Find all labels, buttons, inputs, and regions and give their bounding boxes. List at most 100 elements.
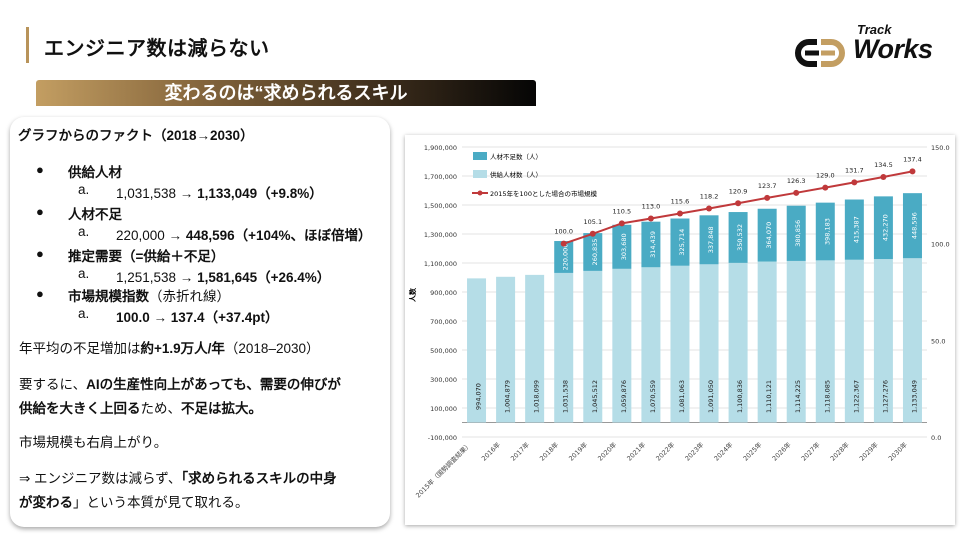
shortage-bar-label: 364,070 <box>765 222 773 249</box>
supply-bar <box>844 259 864 423</box>
y2-tick-label: 100.0 <box>931 241 950 249</box>
bullet-icon: ● <box>36 162 44 177</box>
supply-bar <box>583 270 603 423</box>
market-size-label: 118.2 <box>700 192 719 200</box>
supply-bar-label: 1,031,538 <box>562 380 570 413</box>
y2-tick-label: 150.0 <box>931 144 950 152</box>
shortage-bar <box>641 221 661 268</box>
x-tick-label: 2022年 <box>654 440 677 463</box>
supply-bar <box>786 260 806 423</box>
y-tick-label: -100,000 <box>428 434 457 442</box>
sub-marker: a. <box>78 224 90 239</box>
paragraph-line: が変わる」という本質が見て取れる。 <box>19 491 249 511</box>
market-size-point <box>764 194 771 201</box>
supply-bar-label: 1,118,085 <box>823 380 831 413</box>
market-size-label: 115.6 <box>671 198 690 206</box>
text-segment: 1,581,645（+26.4%） <box>197 270 331 285</box>
text-segment: （2018→2030） <box>153 128 254 143</box>
shortage-bar <box>844 199 864 260</box>
x-tick-label: 2027年 <box>799 440 822 463</box>
market-size-point <box>676 210 683 217</box>
text-segment: ⇒ エンジニア数は減らず、 <box>19 471 182 486</box>
supply-bar-label: 1,081,063 <box>678 380 686 413</box>
track-works-logo: Track Works <box>795 22 945 72</box>
text-segment: （赤折れ線） <box>149 289 230 304</box>
x-tick-label: 2026年 <box>770 440 793 463</box>
text-segment: 1,031,538 → <box>116 186 198 201</box>
market-size-label: 123.7 <box>758 182 777 190</box>
text-segment: グラフからのファクト <box>18 128 153 143</box>
market-size-point <box>589 230 596 237</box>
shortage-bar <box>786 205 806 261</box>
paragraph-line: 供給を大きく上回るため、不足は拡大。 <box>19 397 262 417</box>
sub-marker: a. <box>78 306 90 321</box>
x-tick-label: 2025年 <box>741 440 764 463</box>
chart-svg: -100,000 100,000 300,000 500,000 700,000 900,… <box>408 144 950 499</box>
shortage-bar-label: 398,183 <box>823 218 831 245</box>
supply-bar <box>815 260 835 423</box>
market-size-label: 126.3 <box>787 177 806 185</box>
market-size-point <box>909 168 916 175</box>
shortage-bar-label: 448,596 <box>910 212 918 239</box>
market-size-label: 100.0 <box>554 228 573 236</box>
shortage-bar <box>583 233 603 271</box>
legend-swatch-point <box>477 190 483 196</box>
x-tick-label: 2023年 <box>683 440 706 463</box>
shortage-bar <box>902 193 922 259</box>
bullet-sub-item: 1,031,538 → 1,133,049（+9.8%） <box>116 182 323 202</box>
supply-bar <box>902 258 922 423</box>
text-segment: 供給人材 <box>68 165 122 180</box>
market-size-point <box>851 179 858 186</box>
supply-bar <box>670 265 690 423</box>
text-segment: 448,596（+104%、ほぼ倍増） <box>185 228 372 243</box>
market-size-point <box>647 215 654 222</box>
shortage-bar <box>554 241 574 273</box>
y-tick-label: 500,000 <box>430 347 457 355</box>
bullet-icon: ● <box>36 204 44 219</box>
text-segment: 約+1.9万人/年 <box>140 341 225 356</box>
engineer-supply-chart: -100,000 100,000 300,000 500,000 700,000 900,… <box>405 135 955 525</box>
text-segment: AIの生産性向上があっても、需要の伸びが <box>86 377 341 392</box>
text-segment: ため、 <box>140 401 182 416</box>
market-size-label: 134.5 <box>874 161 893 169</box>
y-tick-label: 700,000 <box>430 318 457 326</box>
supply-bar-label: 1,133,049 <box>910 380 918 413</box>
y-tick-label: 1,500,000 <box>424 202 457 210</box>
x-tick-label: 2029年 <box>857 440 880 463</box>
supply-bar-label: 1,004,879 <box>504 380 512 413</box>
text-segment: 」という本質が見て取れる。 <box>73 495 249 510</box>
legend-label-supply: 供給人材数（人） <box>490 170 542 179</box>
supply-bar-label: 1,091,050 <box>707 380 715 413</box>
logo-text-track: Track <box>857 22 892 37</box>
shortage-bar-label: 325,714 <box>678 229 686 256</box>
x-tick-label: 2028年 <box>828 440 851 463</box>
supply-bar-label: 1,045,512 <box>591 380 599 413</box>
shortage-bar-label: 260,835 <box>591 239 599 266</box>
y2-tick-label: 50.0 <box>931 337 945 345</box>
y2-tick-label: 0.0 <box>931 434 941 442</box>
market-size-label: 120.9 <box>729 187 748 195</box>
market-size-point <box>793 189 800 196</box>
x-tick-label: 2017年 <box>508 440 531 463</box>
y-tick-label: 1,900,000 <box>424 144 457 152</box>
supply-bar-label: 1,070,559 <box>649 380 657 413</box>
x-tick-label: 2021年 <box>625 440 648 463</box>
paragraph-line: ⇒ エンジニア数は減らず、「求められるスキルの中身 <box>19 467 337 487</box>
legend-swatch-shortage <box>473 152 487 160</box>
supply-bar-label: 1,018,099 <box>533 380 541 413</box>
supply-bar <box>467 278 487 423</box>
shortage-bar-label: 303,680 <box>620 233 628 260</box>
market-size-label: 105.1 <box>583 218 602 226</box>
text-segment: 推定需要（=供給＋不足） <box>68 249 225 264</box>
text-segment: 「求められるスキルの中身 <box>181 471 337 486</box>
supply-bar-label: 1,110,121 <box>765 380 773 413</box>
text-segment: 年平均の不足増加は <box>19 341 141 356</box>
supply-bar-label: 1,059,876 <box>620 380 628 413</box>
shortage-bar-label: 220,000 <box>562 244 570 271</box>
supply-bar <box>699 264 719 423</box>
shortage-bar <box>728 212 748 263</box>
page-title: エンジニア数は減らない <box>44 38 270 60</box>
x-tick-label: 2020年 <box>596 440 619 463</box>
sub-marker: a. <box>78 182 90 197</box>
x-tick-label: 2030年 <box>886 440 909 463</box>
